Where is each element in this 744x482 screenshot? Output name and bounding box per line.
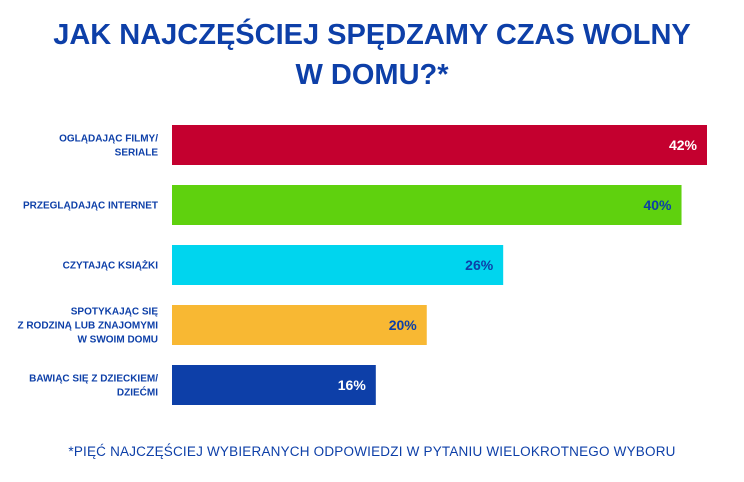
value-label: 42% xyxy=(669,137,698,153)
category-label: SPOTYKAJĄC SIĘ xyxy=(71,307,159,318)
chart-title: JAK NAJCZĘŚCIEJ SPĘDZAMY CZAS WOLNY W DOM… xyxy=(53,17,691,91)
category-label: Z RODZINĄ LUB ZNAJOMYMI xyxy=(17,321,158,332)
bar xyxy=(172,245,504,285)
value-label: 40% xyxy=(643,197,672,213)
value-label: 16% xyxy=(338,377,367,393)
category-label: DZIEĆMI xyxy=(117,386,158,399)
category-label: PRZEGLĄDAJĄC INTERNET xyxy=(23,201,158,212)
bar xyxy=(172,305,427,345)
footnote: *PIĘĆ NAJCZĘŚCIEJ WYBIERANYCH ODPOWIEDZI… xyxy=(68,444,675,459)
category-label: CZYTAJĄC KSIĄŻKI xyxy=(63,259,159,272)
bar xyxy=(172,185,682,225)
value-labels: 42% 40% 26% 20% 16% xyxy=(338,137,698,393)
chart-title-line: W DOMU?* xyxy=(295,59,449,91)
category-label: BAWIĄC SIĘ Z DZIECKIEM/ xyxy=(29,374,158,385)
category-label: OGLĄDAJĄC FILMY/ xyxy=(59,134,158,145)
category-label: W SWOIM DOMU xyxy=(77,335,158,346)
bar xyxy=(172,365,376,405)
bar xyxy=(172,125,707,165)
value-label: 20% xyxy=(389,317,418,333)
category-label: SERIALE xyxy=(115,148,159,159)
category-labels: OGLĄDAJĄC FILMY/SERIALE PRZEGLĄDAJĄC INTE… xyxy=(17,134,158,399)
bars xyxy=(172,125,707,405)
chart-title-line: JAK NAJCZĘŚCIEJ SPĘDZAMY CZAS WOLNY xyxy=(53,17,691,51)
value-label: 26% xyxy=(465,257,494,273)
